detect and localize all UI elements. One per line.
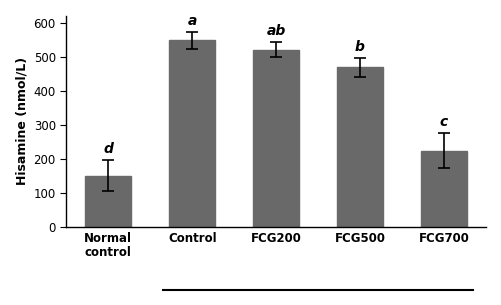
Text: a: a [187,14,197,28]
Y-axis label: Hisamine (nmol/L): Hisamine (nmol/L) [15,57,28,185]
Text: d: d [103,142,113,156]
Bar [169,40,215,227]
Bar [337,67,383,227]
Bar [421,151,467,227]
Text: b: b [355,40,365,54]
Bar [85,176,131,227]
Text: ab: ab [267,24,286,38]
Bar [253,50,299,227]
Text: c: c [440,115,448,129]
